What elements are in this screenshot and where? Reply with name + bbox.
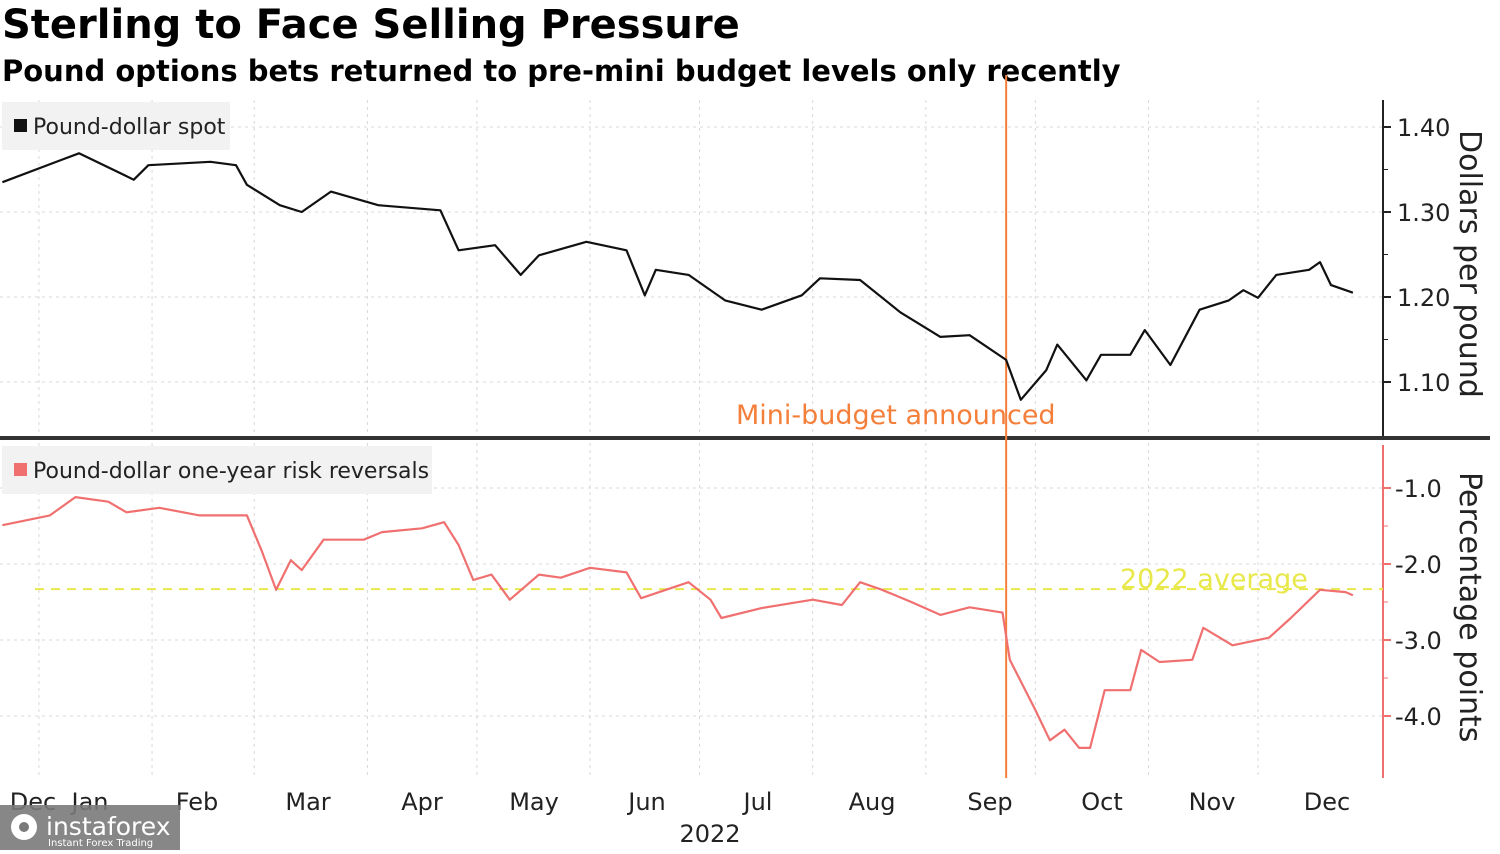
x-tick-label: Jul (742, 788, 773, 816)
series-lines (2, 75, 1383, 778)
risk-reversal-line (2, 496, 1354, 749)
y-tick-label: 1.30 (1397, 199, 1450, 227)
y-tick-label: -4.0 (1395, 703, 1442, 731)
y-axis-label-bottom: Percentage points (1452, 472, 1487, 742)
annotation-average: 2022 average (1120, 564, 1308, 595)
y-tick-label: 1.40 (1397, 114, 1450, 142)
x-tick-label: May (509, 788, 559, 816)
x-tick-label: Mar (285, 788, 330, 816)
y-tick-label: -1.0 (1395, 475, 1442, 503)
annotation-mini-budget: Mini-budget announced (736, 400, 1056, 431)
watermark-tagline: Instant Forex Trading (48, 838, 153, 849)
y-tick-label: -2.0 (1395, 551, 1442, 579)
x-tick-label: Apr (401, 788, 443, 816)
x-tick-label: Aug (849, 788, 896, 816)
watermark-logo: instaforex Instant Forex Trading (0, 805, 180, 850)
x-tick-label: Jun (626, 788, 666, 816)
legend-risk-swatch (14, 463, 27, 476)
spot-line (2, 152, 1354, 401)
x-tick-label: Sep (967, 788, 1012, 816)
x-tick-label: Feb (176, 788, 219, 816)
x-tick-label: Oct (1081, 788, 1123, 816)
legend-spot-swatch (14, 119, 27, 132)
y-tick-label: 1.20 (1397, 284, 1450, 312)
legend-spot-box (2, 102, 230, 150)
x-tick-label: Nov (1189, 788, 1236, 816)
legend-spot-label: Pound-dollar spot (33, 115, 226, 140)
y-tick-label: -3.0 (1395, 627, 1442, 655)
chart-title: Sterling to Face Selling Pressure (2, 2, 740, 48)
x-tick-label: Dec (1304, 788, 1350, 816)
legend-risk-box (2, 446, 432, 494)
y-tick-label: 1.10 (1397, 369, 1450, 397)
legend-risk-label: Pound-dollar one-year risk reversals (33, 459, 429, 484)
watermark-brand: instaforex (46, 812, 171, 841)
y-axis-label-top: Dollars per pound (1452, 130, 1487, 398)
x-axis-year: 2022 (679, 820, 740, 848)
chart-subtitle: Pound options bets returned to pre-mini … (2, 54, 1121, 88)
